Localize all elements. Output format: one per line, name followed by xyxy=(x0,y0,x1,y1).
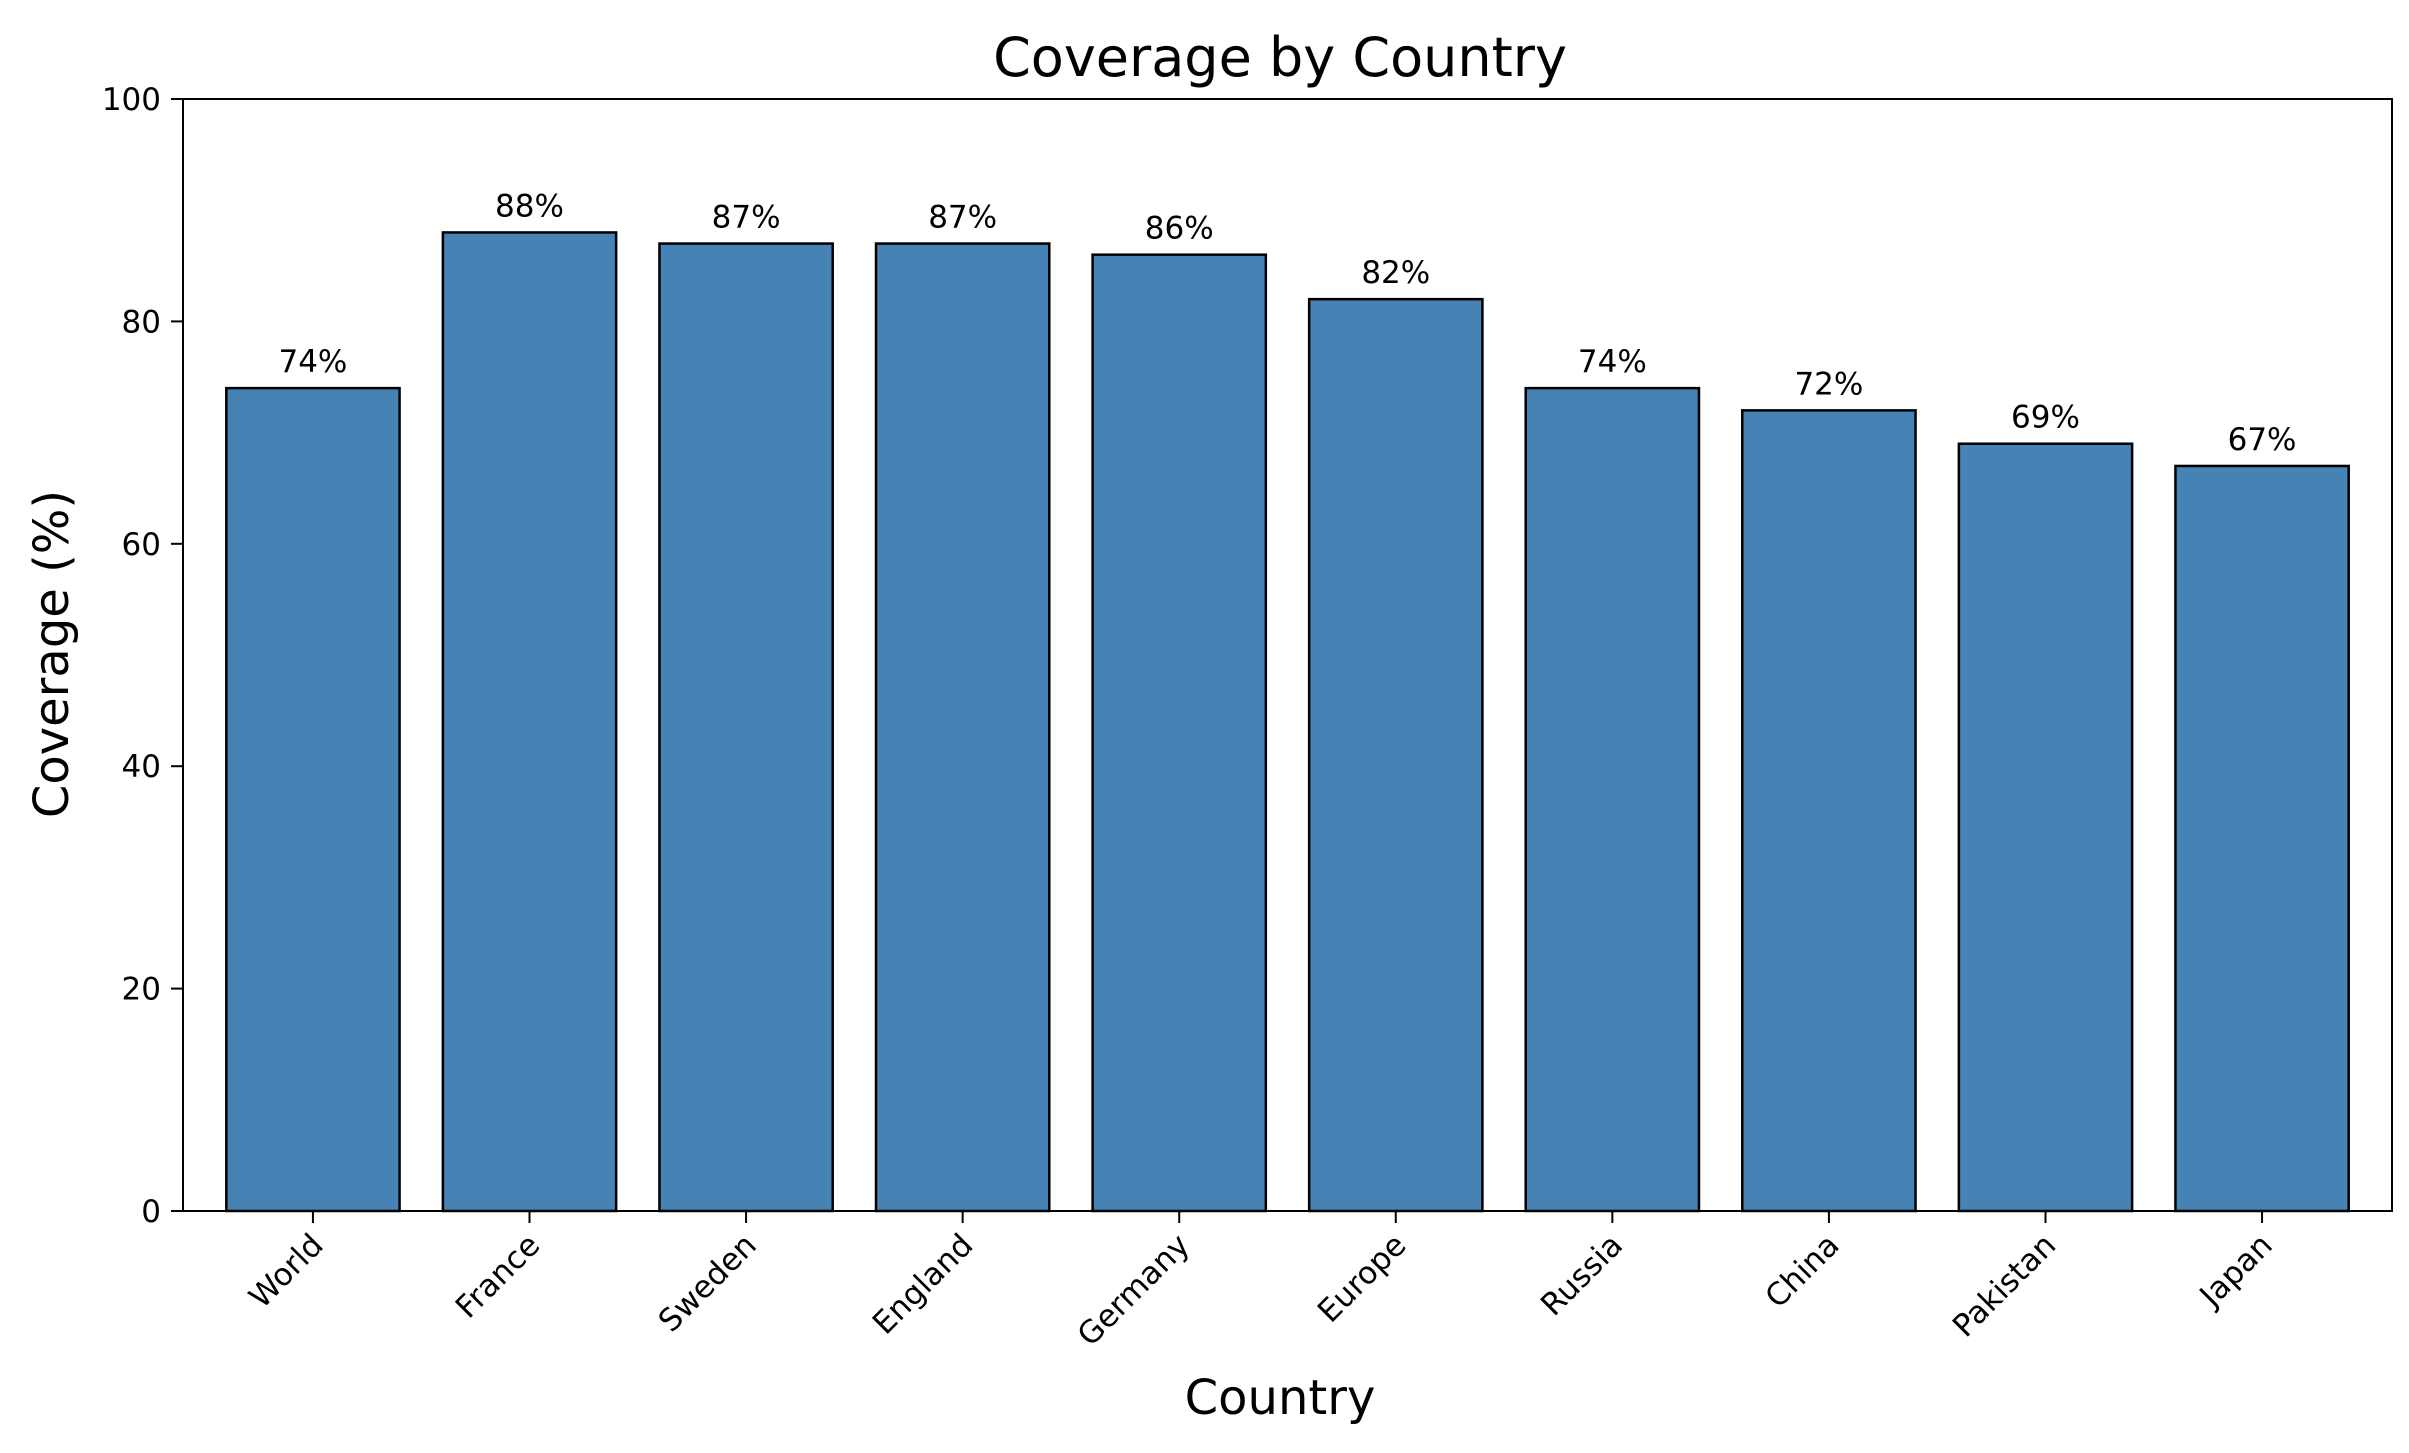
chart-title: Coverage by Country xyxy=(993,26,1567,89)
x-tick-label-pakistan: Pakistan xyxy=(1946,1227,2063,1344)
bar-europe xyxy=(1307,297,1484,1213)
data-label-france: 88% xyxy=(495,188,564,224)
y-tick-label: 40 xyxy=(122,749,161,785)
x-tick-label-sweden: Sweden xyxy=(652,1227,764,1339)
bars-layer: 74% 88% 87% 87% 86% 82% 74% 72% 69% 67% xyxy=(225,188,2350,1213)
bar-russia xyxy=(1524,386,1701,1213)
data-label-russia: 74% xyxy=(1578,344,1647,380)
y-tick-label: 20 xyxy=(122,972,161,1008)
y-tick-label: 0 xyxy=(141,1194,161,1230)
data-label-china: 72% xyxy=(1794,366,1863,402)
x-axis: World France Sweden England Germany Europe Rus… xyxy=(242,1211,2280,1353)
x-tick-label-russia: Russia xyxy=(1534,1227,1630,1323)
data-label-world: 74% xyxy=(278,344,347,380)
bar-pakistan xyxy=(1957,442,2134,1213)
bar-sweden xyxy=(658,242,834,1213)
y-axis: 0 20 40 60 80 100 xyxy=(102,82,183,1230)
data-label-sweden: 87% xyxy=(712,200,781,236)
x-tick-label-europe: Europe xyxy=(1311,1227,1414,1330)
data-label-japan: 67% xyxy=(2228,422,2297,458)
bar-germany xyxy=(1091,253,1268,1213)
plot-frame xyxy=(182,98,2393,1212)
bar-china xyxy=(1741,409,1917,1213)
data-label-england: 87% xyxy=(928,200,997,236)
x-tick-label-england: England xyxy=(866,1227,980,1341)
data-label-germany: 86% xyxy=(1145,211,1214,247)
bar-france xyxy=(441,231,618,1213)
y-tick-label: 100 xyxy=(102,82,161,118)
x-tick-label-france: France xyxy=(449,1227,547,1325)
x-tick-label-japan: Japan xyxy=(2192,1227,2280,1315)
x-axis-label: Country xyxy=(1185,1370,1376,1426)
y-tick-label: 60 xyxy=(122,527,161,563)
data-label-pakistan: 69% xyxy=(2011,400,2080,436)
bar-england xyxy=(874,242,1051,1213)
x-tick-label-germany: Germany xyxy=(1071,1227,1197,1353)
x-tick-label-world: World xyxy=(242,1227,330,1315)
bar-world xyxy=(225,386,401,1213)
x-tick-label-china: China xyxy=(1758,1227,1846,1315)
y-axis-label: Coverage (%) xyxy=(24,490,80,818)
bar-japan xyxy=(2174,464,2350,1213)
data-label-europe: 82% xyxy=(1361,255,1430,291)
y-tick-label: 80 xyxy=(122,304,161,340)
